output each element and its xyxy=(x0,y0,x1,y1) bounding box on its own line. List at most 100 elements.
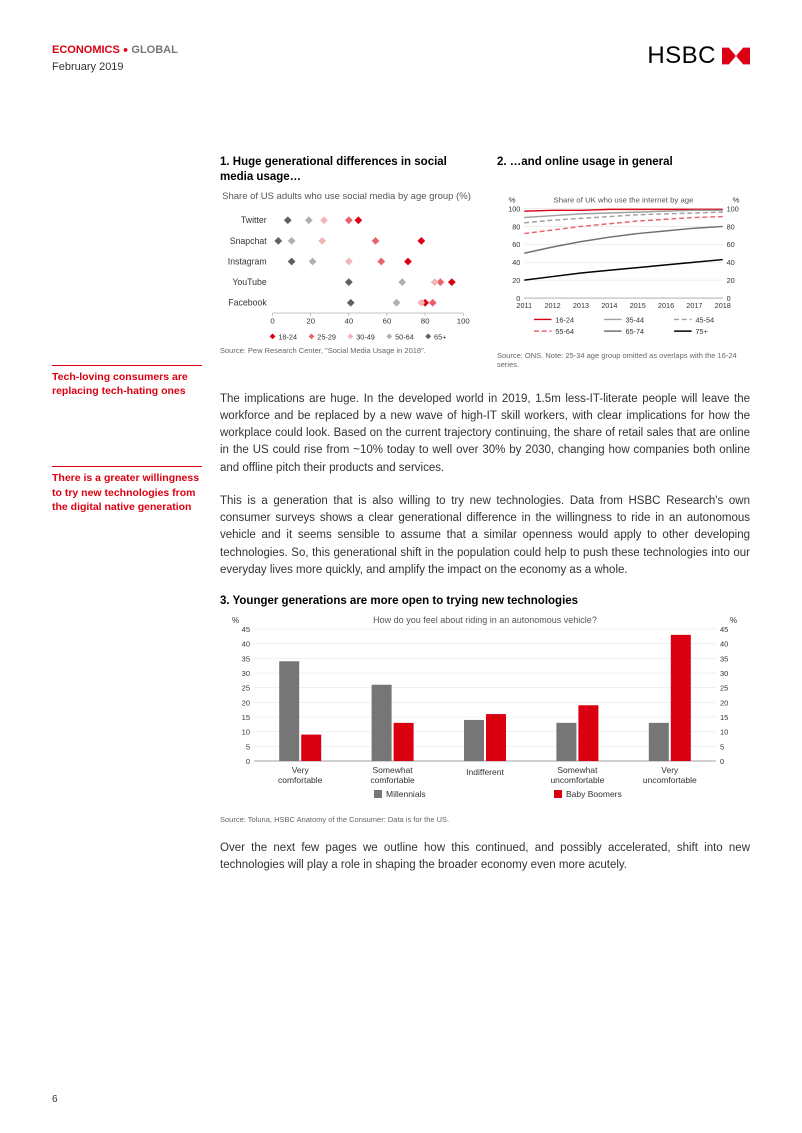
hsbc-logo: HSBC xyxy=(647,42,750,70)
svg-text:Very: Very xyxy=(661,765,679,775)
svg-text:Somewhat: Somewhat xyxy=(373,765,414,775)
svg-text:16-24: 16-24 xyxy=(555,315,574,324)
sidenote-1: Tech-loving consumers are replacing tech… xyxy=(52,365,202,398)
svg-text:60: 60 xyxy=(727,240,735,249)
svg-text:20: 20 xyxy=(727,276,735,285)
chart-2-title: 2. …and online usage in general xyxy=(497,155,750,185)
svg-text:Instagram: Instagram xyxy=(228,256,267,266)
svg-text:Millennials: Millennials xyxy=(386,789,426,799)
svg-text:5: 5 xyxy=(246,743,250,752)
svg-text:30-49: 30-49 xyxy=(356,332,375,341)
svg-text:2018: 2018 xyxy=(715,301,731,310)
svg-text:25: 25 xyxy=(242,684,250,693)
svg-text:10: 10 xyxy=(242,728,250,737)
svg-text:Snapchat: Snapchat xyxy=(230,236,268,246)
svg-text:2014: 2014 xyxy=(601,301,617,310)
svg-text:40: 40 xyxy=(242,640,250,649)
svg-text:100: 100 xyxy=(727,204,739,213)
svg-text:YouTube: YouTube xyxy=(232,277,267,287)
chart-1-title: 1. Huge generational differences in soci… xyxy=(220,155,473,185)
svg-text:0: 0 xyxy=(720,757,724,766)
chart-2: 2. …and online usage in general %% Share … xyxy=(497,155,750,369)
svg-text:15: 15 xyxy=(242,713,250,722)
svg-text:20: 20 xyxy=(242,699,250,708)
brand-text: HSBC xyxy=(647,42,716,70)
svg-text:30: 30 xyxy=(720,669,728,678)
svg-text:Very: Very xyxy=(292,765,310,775)
svg-text:30: 30 xyxy=(242,669,250,678)
svg-text:Indifferent: Indifferent xyxy=(466,767,504,777)
svg-text:55-64: 55-64 xyxy=(555,327,574,336)
svg-text:75+: 75+ xyxy=(696,327,708,336)
svg-text:15: 15 xyxy=(720,713,728,722)
svg-text:80: 80 xyxy=(421,317,430,326)
svg-text:0: 0 xyxy=(270,317,275,326)
svg-text:uncomfortable: uncomfortable xyxy=(643,775,697,785)
svg-text:2016: 2016 xyxy=(658,301,674,310)
chart-1: 1. Huge generational differences in soci… xyxy=(220,155,473,369)
svg-text:25-29: 25-29 xyxy=(317,332,336,341)
svg-text:%: % xyxy=(730,616,737,625)
chart-3-title: 3. Younger generations are more open to … xyxy=(220,595,750,607)
svg-text:2015: 2015 xyxy=(630,301,646,310)
sidebar: Tech-loving consumers are replacing tech… xyxy=(52,155,202,891)
svg-text:Twitter: Twitter xyxy=(241,215,267,225)
svg-text:0: 0 xyxy=(246,757,250,766)
page-number: 6 xyxy=(52,1094,58,1105)
paragraph-2: This is a generation that is also willin… xyxy=(220,493,750,579)
sidenote-2: There is a greater willingness to try ne… xyxy=(52,466,202,514)
svg-text:60: 60 xyxy=(512,240,520,249)
svg-text:18-24: 18-24 xyxy=(278,332,297,341)
chart-2-source: Source: ONS. Note: 25-34 age group omitt… xyxy=(497,351,750,369)
main-content: 1. Huge generational differences in soci… xyxy=(220,155,750,891)
svg-text:Facebook: Facebook xyxy=(228,298,267,308)
svg-text:%: % xyxy=(732,196,739,205)
svg-text:45: 45 xyxy=(720,625,728,634)
svg-text:45-54: 45-54 xyxy=(696,315,715,324)
svg-text:100: 100 xyxy=(508,204,520,213)
chart-3-plot: %% How do you feel about riding in an aut… xyxy=(220,611,750,811)
bullet-icon: ● xyxy=(123,44,128,54)
svg-text:65+: 65+ xyxy=(434,332,446,341)
svg-text:Share of UK who use the intern: Share of UK who use the internet by age xyxy=(554,196,694,205)
svg-text:Baby Boomers: Baby Boomers xyxy=(566,789,622,799)
paragraph-1: The implications are huge. In the develo… xyxy=(220,391,750,477)
header-date: February 2019 xyxy=(52,59,178,76)
header-region: GLOBAL xyxy=(131,44,177,56)
svg-text:%: % xyxy=(232,616,239,625)
svg-text:45: 45 xyxy=(242,625,250,634)
svg-text:How do you feel about riding i: How do you feel about riding in an auton… xyxy=(373,615,597,625)
hsbc-hexagon-icon xyxy=(722,42,750,70)
svg-text:40: 40 xyxy=(720,640,728,649)
svg-text:10: 10 xyxy=(720,728,728,737)
svg-text:2013: 2013 xyxy=(573,301,589,310)
svg-text:35: 35 xyxy=(242,655,250,664)
svg-text:100: 100 xyxy=(457,317,471,326)
svg-text:2011: 2011 xyxy=(516,301,532,310)
chart-1-plot: 020406080100TwitterSnapchatInstagramYouT… xyxy=(220,206,473,342)
svg-text:50-64: 50-64 xyxy=(395,332,414,341)
svg-text:Somewhat: Somewhat xyxy=(557,765,598,775)
paragraph-3: Over the next few pages we outline how t… xyxy=(220,840,750,875)
svg-text:2012: 2012 xyxy=(545,301,561,310)
svg-text:20: 20 xyxy=(512,276,520,285)
svg-text:25: 25 xyxy=(720,684,728,693)
page-header: ECONOMICS ● GLOBAL February 2019 HSBC xyxy=(52,42,750,75)
svg-text:%: % xyxy=(509,196,516,205)
svg-text:35: 35 xyxy=(720,655,728,664)
svg-text:20: 20 xyxy=(720,699,728,708)
svg-text:80: 80 xyxy=(727,222,735,231)
svg-text:2017: 2017 xyxy=(686,301,702,310)
svg-text:comfortable: comfortable xyxy=(278,775,323,785)
svg-text:40: 40 xyxy=(345,317,354,326)
svg-text:35-44: 35-44 xyxy=(625,315,644,324)
chart-3-source: Source: Toluna, HSBC Anatomy of the Cons… xyxy=(220,815,750,824)
svg-text:65-74: 65-74 xyxy=(625,327,644,336)
svg-text:40: 40 xyxy=(512,258,520,267)
chart-2-plot: %% Share of UK who use the internet by ag… xyxy=(497,191,750,347)
header-section: ECONOMICS xyxy=(52,44,120,56)
svg-text:80: 80 xyxy=(512,222,520,231)
chart-1-subtitle: Share of US adults who use social media … xyxy=(220,191,473,202)
svg-text:uncomfortable: uncomfortable xyxy=(550,775,604,785)
svg-text:20: 20 xyxy=(306,317,315,326)
